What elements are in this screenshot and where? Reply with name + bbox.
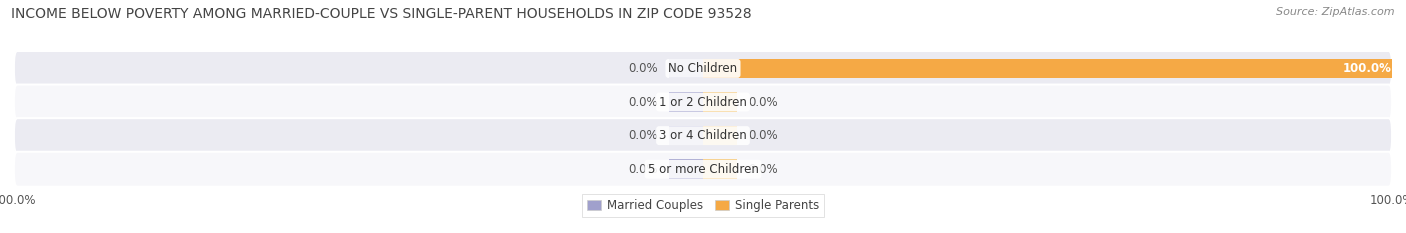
Bar — [669, 59, 703, 78]
Text: Source: ZipAtlas.com: Source: ZipAtlas.com — [1277, 7, 1395, 17]
FancyBboxPatch shape — [14, 51, 1392, 86]
FancyBboxPatch shape — [14, 85, 1392, 120]
Text: 0.0%: 0.0% — [628, 96, 658, 109]
Bar — [703, 126, 738, 145]
Bar — [703, 59, 1392, 78]
Bar — [703, 92, 738, 112]
Text: 0.0%: 0.0% — [628, 62, 658, 75]
Text: 0.0%: 0.0% — [628, 129, 658, 142]
FancyBboxPatch shape — [14, 118, 1392, 153]
Text: 100.0%: 100.0% — [1343, 62, 1392, 75]
Text: 3 or 4 Children: 3 or 4 Children — [659, 129, 747, 142]
Text: 5 or more Children: 5 or more Children — [648, 163, 758, 176]
Text: 0.0%: 0.0% — [748, 129, 778, 142]
Text: INCOME BELOW POVERTY AMONG MARRIED-COUPLE VS SINGLE-PARENT HOUSEHOLDS IN ZIP COD: INCOME BELOW POVERTY AMONG MARRIED-COUPL… — [11, 7, 752, 21]
FancyBboxPatch shape — [14, 152, 1392, 187]
Text: 1 or 2 Children: 1 or 2 Children — [659, 96, 747, 109]
Legend: Married Couples, Single Parents: Married Couples, Single Parents — [582, 195, 824, 217]
Bar — [669, 92, 703, 112]
Text: 0.0%: 0.0% — [628, 163, 658, 176]
Bar — [703, 159, 738, 179]
Text: No Children: No Children — [668, 62, 738, 75]
Bar — [669, 126, 703, 145]
Text: 0.0%: 0.0% — [748, 96, 778, 109]
Bar — [669, 159, 703, 179]
Text: 0.0%: 0.0% — [748, 163, 778, 176]
